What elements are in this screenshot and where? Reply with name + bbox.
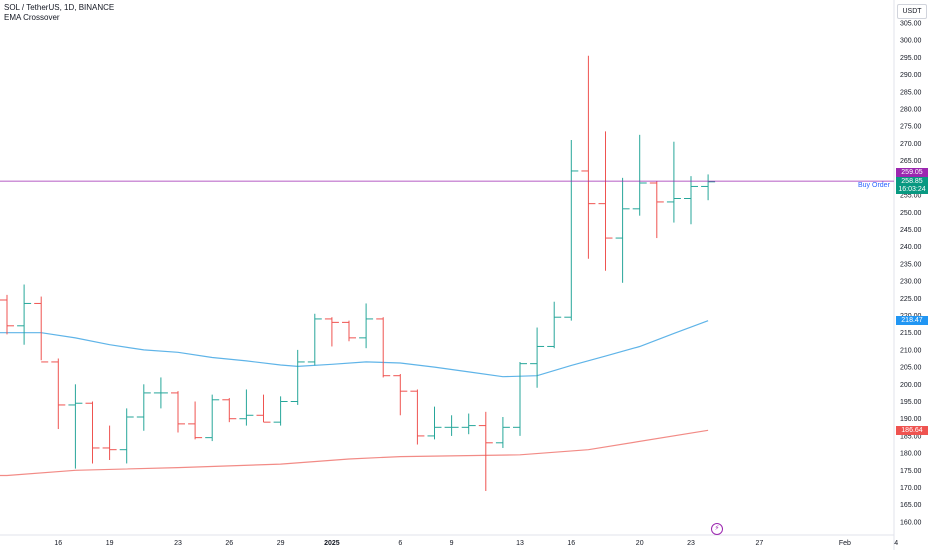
ohlc-bar xyxy=(478,411,493,491)
ema-fast-tag: 218.47 xyxy=(896,316,928,325)
y-tick-label: 250.00 xyxy=(900,210,922,217)
y-tick-label: 295.00 xyxy=(900,55,922,62)
y-tick-label: 225.00 xyxy=(900,296,922,303)
ohlc-bar xyxy=(188,401,203,440)
currency-button[interactable]: USDT xyxy=(897,4,927,19)
x-tick-label: 29 xyxy=(277,540,285,547)
y-tick-label: 265.00 xyxy=(900,158,922,165)
y-tick-label: 160.00 xyxy=(900,519,922,526)
y-tick-label: 285.00 xyxy=(900,89,922,96)
ohlc-bar xyxy=(119,408,134,464)
ohlc-bar xyxy=(547,301,562,349)
buy-order-label: Buy Order xyxy=(858,182,890,189)
y-tick-label: 230.00 xyxy=(900,279,922,286)
ohlc-bar xyxy=(376,317,391,378)
ohlc-bar xyxy=(530,327,545,388)
ohlc-bar xyxy=(444,415,459,436)
y-tick-label: 280.00 xyxy=(900,107,922,114)
ohlc-bar xyxy=(222,398,237,423)
x-tick-label: 23 xyxy=(174,540,182,547)
x-tick-label: 26 xyxy=(225,540,233,547)
ohlc-bar xyxy=(615,177,630,283)
ohlc-bar xyxy=(34,296,49,363)
ohlc-bar xyxy=(256,394,271,423)
ohlc-bar xyxy=(68,384,83,469)
ohlc-bar xyxy=(239,389,254,426)
ohlc-bar xyxy=(513,361,527,436)
ohlc-bar xyxy=(393,373,408,416)
y-tick-label: 180.00 xyxy=(900,451,922,458)
y-tick-label: 300.00 xyxy=(900,38,922,45)
x-tick-label: Feb xyxy=(839,540,851,547)
lightning-icon[interactable]: ⚡ xyxy=(711,523,723,535)
ohlc-bar xyxy=(171,391,185,433)
ohlc-bar xyxy=(273,396,288,426)
ohlc-bar xyxy=(581,55,596,259)
x-tick-label: 20 xyxy=(636,540,644,547)
price-line-tag: 259.05 xyxy=(896,168,928,177)
x-tick-label: 27 xyxy=(756,540,764,547)
x-tick-label: 23 xyxy=(687,540,695,547)
ohlc-bar xyxy=(666,141,681,223)
ohlc-bar xyxy=(307,313,322,366)
x-tick-label: 13 xyxy=(516,540,524,547)
ohlc-bar xyxy=(290,349,305,405)
ohlc-bar xyxy=(102,425,117,461)
ema-slow-line xyxy=(0,429,709,477)
ohlc-bar xyxy=(17,284,32,345)
y-tick-label: 275.00 xyxy=(900,124,922,131)
ohlc-bar xyxy=(359,303,374,349)
ohlc-bar xyxy=(342,320,356,342)
ema-slow-tag: 186.64 xyxy=(896,426,928,435)
symbol-title[interactable]: SOL / TetherUS, 1D, BINANCE xyxy=(4,3,115,12)
y-tick-label: 270.00 xyxy=(900,141,922,148)
x-tick-label: 2025 xyxy=(324,540,340,547)
y-tick-label: 215.00 xyxy=(900,330,922,337)
ohlc-bar xyxy=(136,384,151,431)
y-tick-label: 210.00 xyxy=(900,347,922,354)
ema-fast-line xyxy=(0,320,709,378)
y-tick-label: 165.00 xyxy=(900,502,922,509)
last-price-tag: 258.85 xyxy=(896,177,928,186)
y-tick-label: 290.00 xyxy=(900,72,922,79)
y-tick-label: 235.00 xyxy=(900,261,922,268)
y-tick-label: 190.00 xyxy=(900,416,922,423)
ohlc-bar xyxy=(0,294,14,335)
y-tick-label: 240.00 xyxy=(900,244,922,251)
ohlc-bar xyxy=(632,134,647,216)
x-tick-label: 6 xyxy=(398,540,402,547)
ohlc-bar xyxy=(410,389,425,445)
ohlc-bar xyxy=(324,317,339,347)
ohlc-bar xyxy=(205,394,220,442)
ohlc-bar xyxy=(427,406,442,440)
ohlc-bar xyxy=(85,401,100,464)
ohlc-bar xyxy=(51,358,66,430)
x-tick-label: 9 xyxy=(450,540,454,547)
y-tick-label: 305.00 xyxy=(900,21,922,28)
ohlc-bar xyxy=(598,131,613,271)
ohlc-bar xyxy=(649,181,664,239)
y-tick-label: 195.00 xyxy=(900,399,922,406)
ohlc-bar xyxy=(684,176,698,225)
y-tick-label: 245.00 xyxy=(900,227,922,234)
ohlc-bar xyxy=(153,377,168,409)
y-tick-label: 175.00 xyxy=(900,468,922,475)
y-tick-label: 185.00 xyxy=(900,433,922,440)
x-tick-label: 16 xyxy=(567,540,575,547)
countdown-tag: 16:03:24 xyxy=(896,185,928,194)
ohlc-bar xyxy=(564,139,579,321)
ohlc-bar xyxy=(495,416,510,448)
x-tick-label: 4 xyxy=(894,540,898,547)
ohlc-bar xyxy=(461,413,476,435)
y-tick-label: 170.00 xyxy=(900,485,922,492)
y-tick-label: 200.00 xyxy=(900,382,922,389)
x-tick-label: 19 xyxy=(106,540,114,547)
indicator-legend[interactable]: EMA Crossover xyxy=(4,13,60,22)
x-tick-label: 16 xyxy=(54,540,62,547)
y-tick-label: 205.00 xyxy=(900,365,922,372)
ohlc-bar xyxy=(701,174,716,201)
y-tick-label: 255.00 xyxy=(900,193,922,200)
